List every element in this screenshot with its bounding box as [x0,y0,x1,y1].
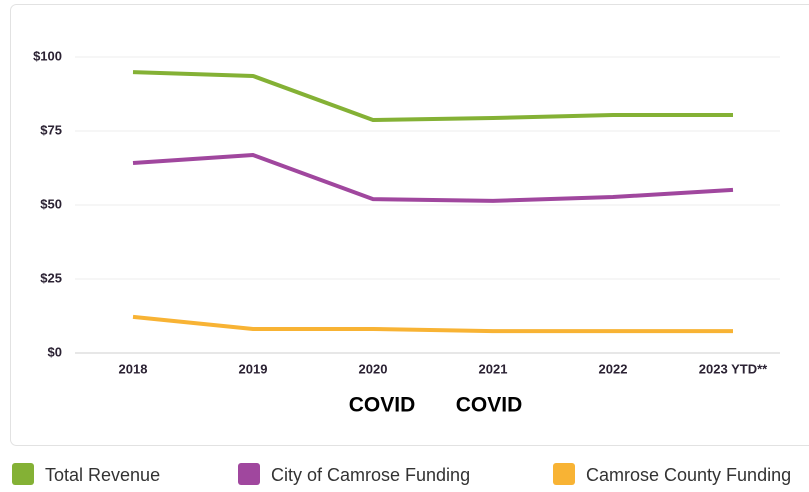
legend-label: Total Revenue [45,465,160,485]
y-tick-label: $0 [48,344,62,359]
x-tick-label: 2023 YTD** [699,361,768,376]
x-tick-label: 2021 [479,361,508,376]
series-line [132,314,733,334]
x-tick-label: 2018 [119,361,148,376]
x-tick-label: 2020 [359,361,388,376]
legend-label: Camrose County Funding [586,465,791,485]
y-tick-label: $100 [33,48,62,63]
annotation: COVID [456,394,523,417]
x-tick-label: 2022 [599,361,628,376]
series-line [132,152,734,203]
y-tick-label: $75 [40,122,62,137]
legend-swatch [12,463,34,485]
legend-swatch [238,463,260,485]
card [10,4,809,446]
legend-swatch [553,463,575,485]
series-line [132,70,733,123]
annotation: COVID [349,394,416,417]
x-tick-label: 2019 [239,361,268,376]
y-tick-label: $50 [40,196,62,211]
legend-label: City of Camrose Funding [271,465,470,485]
y-tick-label: $25 [40,270,62,285]
